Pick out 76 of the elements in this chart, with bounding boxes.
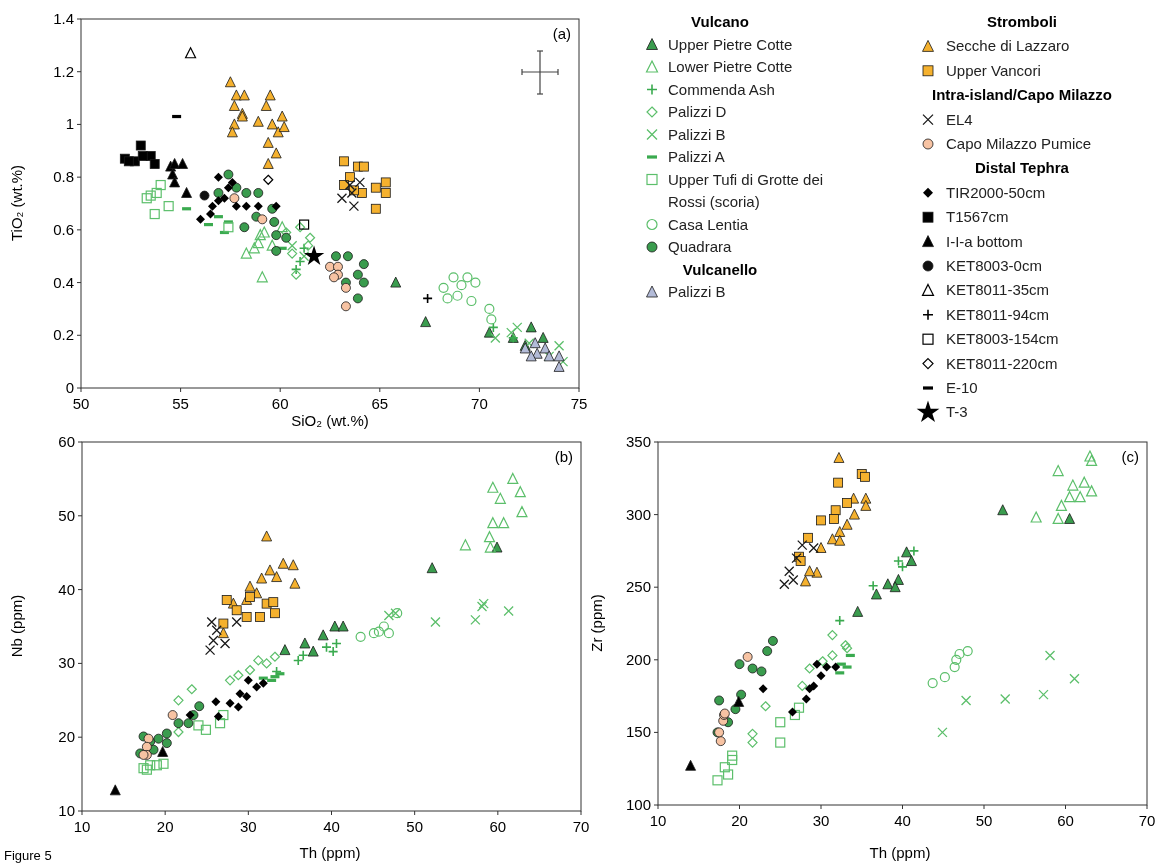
x-tick-label: 30 <box>239 818 257 835</box>
y-tick-label: 40 <box>58 580 75 598</box>
x-tick-label: 70 <box>1138 812 1156 829</box>
x-tick-label: 65 <box>371 395 389 412</box>
x-tick-label: 70 <box>572 818 590 835</box>
text: Intra-island/Capo Milazzo <box>931 86 1113 104</box>
caption: Figure 5 <box>4 848 52 863</box>
text: Vulcano <box>691 13 749 30</box>
legend-label: KET8003-0cm <box>946 257 1042 274</box>
x-tick-label: 50 <box>406 818 424 835</box>
y-tick-label: 60 <box>58 433 75 450</box>
x-tick-label: 40 <box>323 818 340 835</box>
x-tick-label: 60 <box>1057 812 1074 829</box>
legend-label: Palizzi B <box>668 125 726 143</box>
y-tick-label: 20 <box>58 728 75 746</box>
y-tick-label: 30 <box>58 654 75 672</box>
y-tick-label: 0.8 <box>53 168 74 186</box>
x-tick-label: 40 <box>894 812 911 829</box>
legend-label: T1567cm <box>946 208 1009 226</box>
text: Stromboli <box>987 13 1057 30</box>
y-tick-label: 350 <box>625 433 651 450</box>
x-tick-label: 60 <box>489 818 507 835</box>
x-tick-label: 30 <box>812 812 830 829</box>
y-tick-label: 1.2 <box>53 62 74 80</box>
legend-label: E-10 <box>946 379 978 396</box>
legend-label: Capo Milazzo Pumice <box>946 135 1092 152</box>
annotation: (a) <box>552 25 571 42</box>
x-tick-label: 10 <box>649 812 667 829</box>
legend-label: Quadrara <box>668 238 733 255</box>
annotation: (c) <box>1121 448 1139 465</box>
legend-label: KET8003-154cm <box>946 330 1059 348</box>
y-tick-label: 0.6 <box>53 220 74 238</box>
legend-label: Upper Vancori <box>946 61 1041 79</box>
y-tick-label: 200 <box>625 650 651 668</box>
legend-label: Commenda Ash <box>668 80 775 98</box>
legend-label: KET8011-220cm <box>946 354 1058 372</box>
legend-label: TIR2000-50cm <box>946 183 1046 201</box>
y-tick-label: 100 <box>625 796 651 813</box>
legend-label: Secche di Lazzaro <box>946 37 1070 55</box>
legend-label: EL4 <box>946 110 973 128</box>
y-tick-label: 0.4 <box>53 273 74 291</box>
legend-label: Palizzi D <box>668 103 727 120</box>
annotation: (b) <box>554 448 573 465</box>
y-tick-label: 1 <box>65 115 74 133</box>
x-axis-title: Th (ppm) <box>299 844 361 861</box>
y-axis-title: Nb (ppm) <box>8 594 25 658</box>
y-tick-label: 300 <box>625 505 651 523</box>
legend-label: Upper Pietre Cotte <box>668 35 793 53</box>
y-tick-label: 1.4 <box>53 10 74 27</box>
legend-label: Casa Lentia <box>668 215 749 233</box>
legend-label: Lower Pietre Cotte <box>668 58 793 75</box>
y-tick-label: 150 <box>625 723 651 741</box>
x-tick-label: 20 <box>156 818 174 835</box>
legend-label: Palizzi B <box>668 283 726 300</box>
x-tick-label: 50 <box>975 812 993 829</box>
legend-label: T-3 <box>946 403 968 421</box>
legend-label: Upper Tufi di Grotte dei Rossi (scoria) <box>668 170 824 210</box>
x-tick-label: 55 <box>172 395 189 412</box>
y-tick-label: 0 <box>65 379 74 396</box>
x-tick-label: 20 <box>731 812 748 829</box>
legend-label: KET8011-94cm <box>946 305 1050 323</box>
x-tick-label: 60 <box>271 395 289 412</box>
x-tick-label: 75 <box>570 395 588 412</box>
x-axis-title: SiO₂ (wt.%) <box>291 412 369 429</box>
y-tick-label: 250 <box>625 578 651 596</box>
legend-label: KET8011-35cm <box>946 281 1050 299</box>
y-axis-title: TiO₂ (wt.%) <box>8 164 25 242</box>
y-tick-label: 0.2 <box>53 326 74 344</box>
y-axis-title: Zr (ppm) <box>588 594 605 652</box>
legend-label: I-I-a bottom <box>946 232 1023 250</box>
text: Vulcanello <box>682 260 758 278</box>
text: Distal Tephra <box>975 159 1070 177</box>
y-tick-label: 50 <box>58 506 75 524</box>
x-axis-title: Th (ppm) <box>869 844 931 861</box>
legend-label: Palizzi A <box>668 148 725 165</box>
x-tick-label: 70 <box>471 395 488 412</box>
